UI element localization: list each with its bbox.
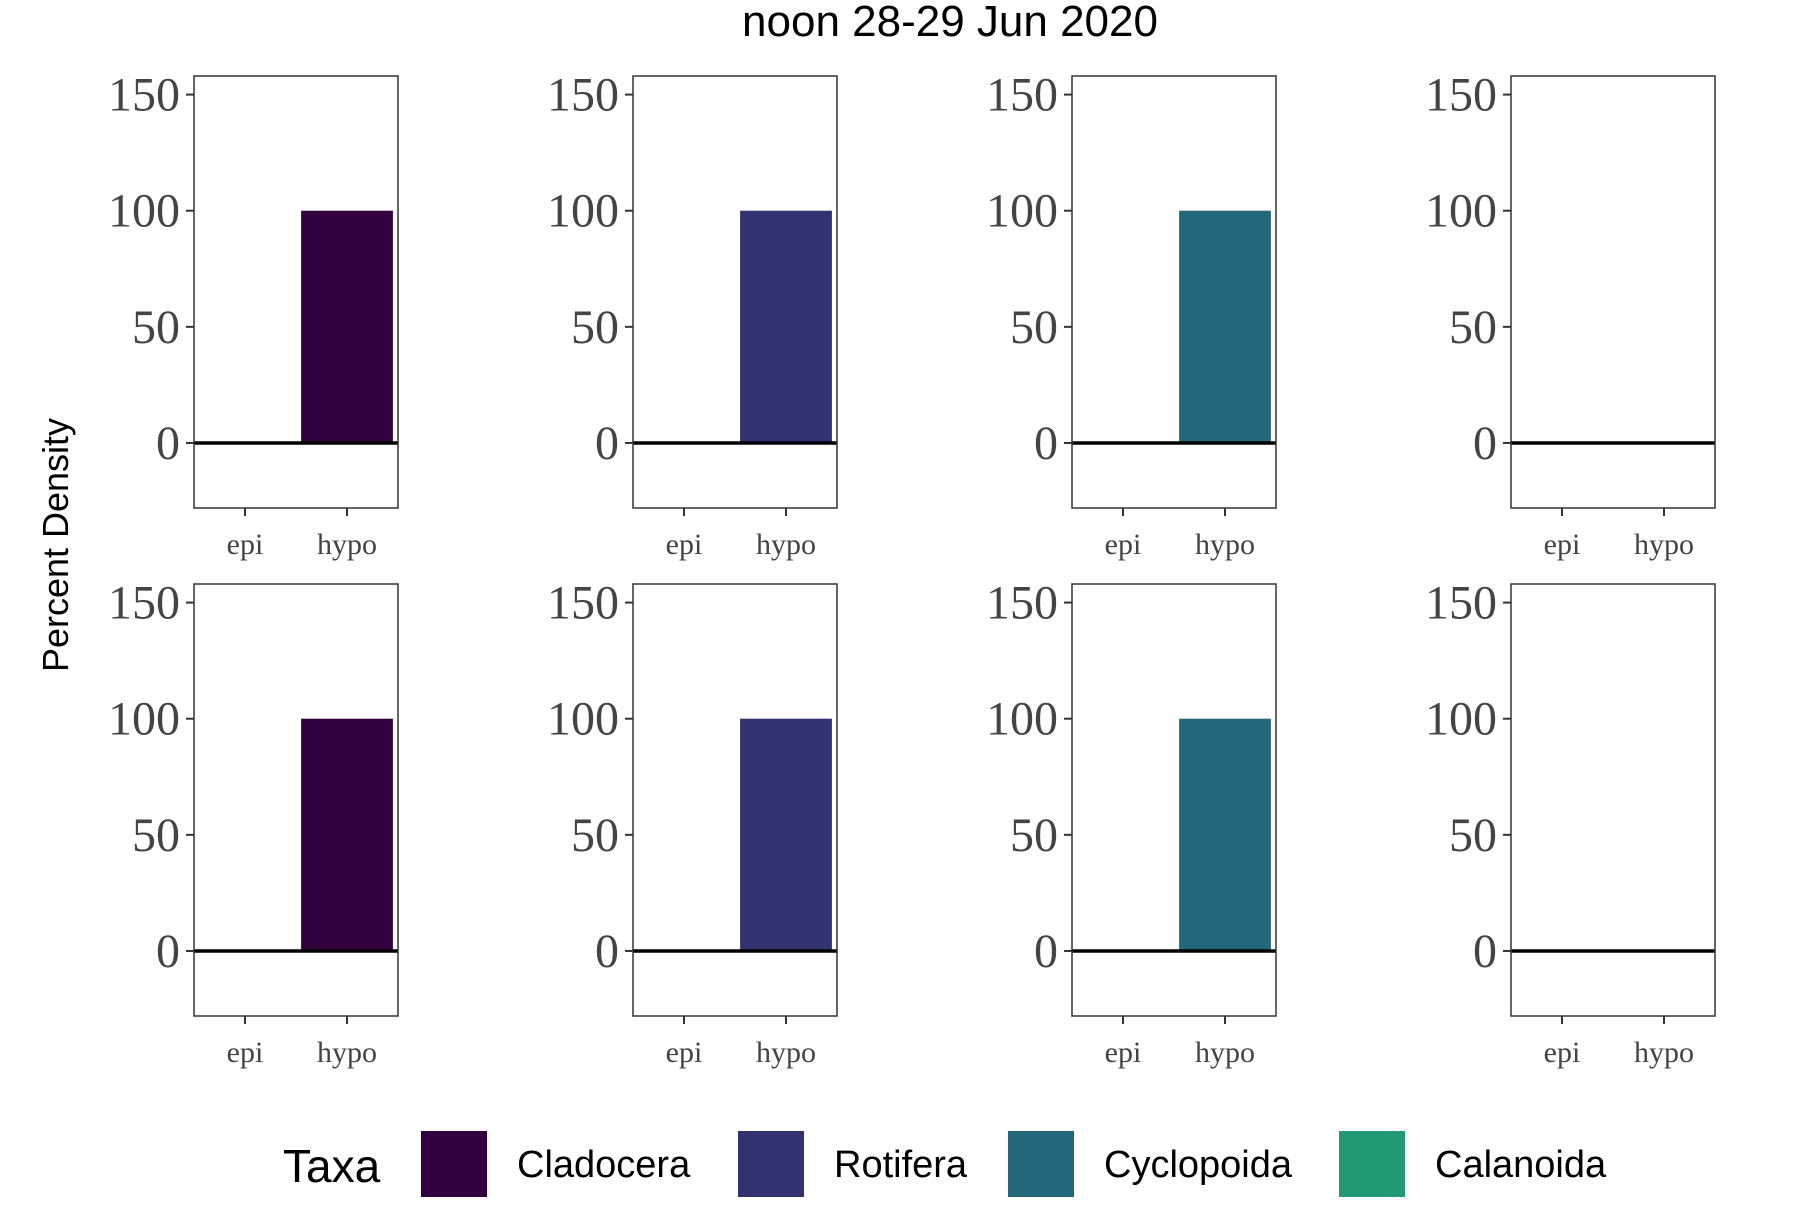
y-tick-label: 50: [1449, 809, 1497, 862]
y-tick-label: 150: [1425, 69, 1497, 122]
y-tick-label: 150: [986, 577, 1058, 630]
legend-swatch-cladocera: [421, 1131, 487, 1197]
legend-swatch-rotifera: [738, 1131, 804, 1197]
y-tick-label: 0: [156, 925, 180, 978]
y-tick-label: 0: [156, 417, 180, 470]
y-axis-label: Percent Density: [35, 418, 76, 672]
legend-label-calanoida: Calanoida: [1435, 1144, 1607, 1186]
panel-border: [632, 583, 838, 1017]
y-tick-label: 50: [1010, 809, 1058, 862]
y-tick-label: 100: [547, 693, 619, 746]
legend-label-cladocera: Cladocera: [517, 1144, 691, 1186]
y-tick-label: 100: [986, 185, 1058, 238]
legend-swatch-cyclopoida: [1008, 1131, 1074, 1197]
facet-panel: 0 50 100 150 epi hypo: [547, 69, 838, 561]
y-tick-label: 150: [547, 577, 619, 630]
y-tick-label: 0: [595, 925, 619, 978]
y-tick-label: 150: [108, 577, 180, 630]
panel-border: [1071, 583, 1277, 1017]
panel-border: [632, 75, 838, 509]
x-tick-label: epi: [1105, 528, 1142, 561]
panel-background: [1511, 584, 1715, 1016]
bar-cyclopoida-hypo: [1179, 210, 1271, 443]
y-tick-label: 0: [595, 417, 619, 470]
bar-cladocera-hypo: [301, 210, 393, 443]
y-tick-label: 100: [986, 693, 1058, 746]
panel-border: [1510, 583, 1716, 1017]
panel-border: [193, 75, 399, 509]
y-tick-label: 50: [132, 809, 180, 862]
y-tick-label: 100: [1425, 185, 1497, 238]
y-tick-label: 150: [986, 69, 1058, 122]
y-tick-label: 150: [108, 69, 180, 122]
bar-cladocera-hypo: [301, 718, 393, 951]
panel-border: [1510, 75, 1716, 509]
bar-rotifera-hypo: [740, 210, 832, 443]
legend-title: Taxa: [283, 1140, 381, 1192]
x-tick-label: hypo: [1634, 528, 1694, 561]
y-tick-label: 100: [108, 693, 180, 746]
y-tick-label: 150: [547, 69, 619, 122]
y-tick-label: 50: [132, 301, 180, 354]
y-tick-label: 0: [1034, 925, 1058, 978]
chart-title: noon 28-29 Jun 2020: [742, 0, 1158, 46]
facet-panel: 0 50 100 150 epi hypo: [1425, 577, 1716, 1069]
facet-panel: 0 50 100 150 epi hypo: [108, 69, 399, 561]
facet-panel: 0 50 100 150 epi hypo: [547, 577, 838, 1069]
x-tick-label: epi: [227, 1036, 264, 1069]
facet-panel: 0 50 100 150 epi hypo: [986, 577, 1277, 1069]
x-tick-label: epi: [666, 528, 703, 561]
y-tick-label: 100: [1425, 693, 1497, 746]
facet-panels: 0 50 100 150 epi hypo 0 50 100 150 epi hypo 0 50 100 15…: [108, 69, 1716, 1069]
x-tick-label: hypo: [756, 528, 816, 561]
legend-swatch-calanoida: [1339, 1131, 1405, 1197]
x-tick-label: epi: [1544, 528, 1581, 561]
legend-label-cyclopoida: Cyclopoida: [1104, 1144, 1293, 1186]
x-tick-label: hypo: [1634, 1036, 1694, 1069]
x-tick-label: hypo: [317, 528, 377, 561]
y-tick-label: 50: [1449, 301, 1497, 354]
y-tick-label: 100: [108, 185, 180, 238]
x-tick-label: epi: [666, 1036, 703, 1069]
x-tick-label: epi: [227, 528, 264, 561]
x-tick-label: hypo: [1195, 1036, 1255, 1069]
x-tick-label: hypo: [1195, 528, 1255, 561]
x-tick-label: epi: [1105, 1036, 1142, 1069]
bar-cyclopoida-hypo: [1179, 718, 1271, 951]
panel-border: [1071, 75, 1277, 509]
facet-panel: 0 50 100 150 epi hypo: [986, 69, 1277, 561]
y-tick-label: 0: [1473, 925, 1497, 978]
facet-panel: 0 50 100 150 epi hypo: [108, 577, 399, 1069]
x-tick-label: epi: [1544, 1036, 1581, 1069]
y-tick-label: 150: [1425, 577, 1497, 630]
y-tick-label: 50: [1010, 301, 1058, 354]
y-tick-label: 100: [547, 185, 619, 238]
legend-label-rotifera: Rotifera: [834, 1144, 968, 1186]
y-tick-label: 0: [1034, 417, 1058, 470]
panel-border: [193, 583, 399, 1017]
y-tick-label: 0: [1473, 417, 1497, 470]
bar-rotifera-hypo: [740, 718, 832, 951]
y-tick-label: 50: [571, 301, 619, 354]
panel-background: [1511, 76, 1715, 508]
y-tick-label: 50: [571, 809, 619, 862]
x-tick-label: hypo: [317, 1036, 377, 1069]
facet-panel: 0 50 100 150 epi hypo: [1425, 69, 1716, 561]
x-tick-label: hypo: [756, 1036, 816, 1069]
legend: Taxa Cladocera Rotifera Cyclopoida Calan…: [283, 1131, 1607, 1197]
